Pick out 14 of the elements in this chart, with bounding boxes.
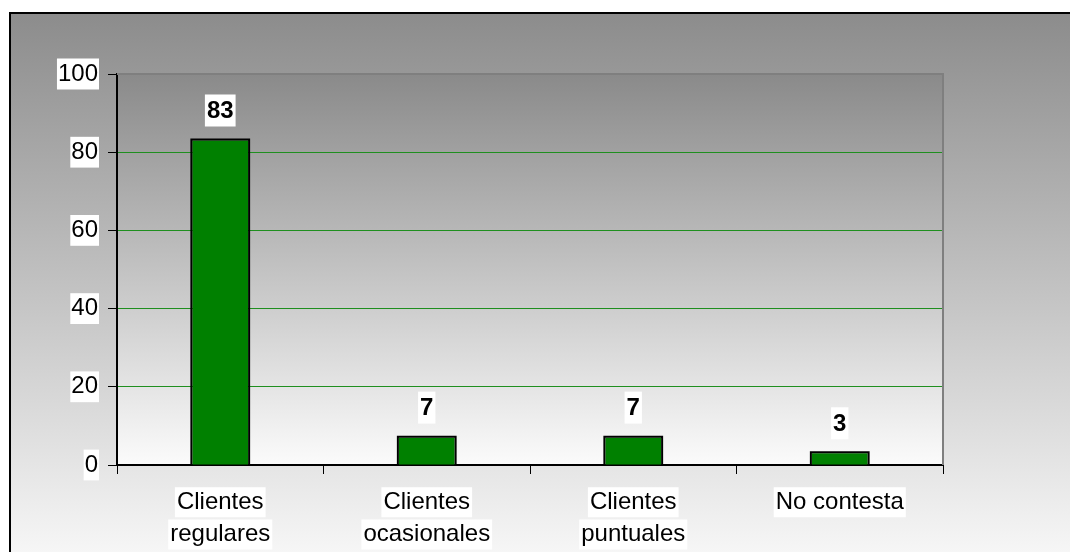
- data-label: 7: [420, 393, 434, 421]
- data-label: 7: [626, 393, 640, 421]
- x-tick-label: Clientes regulares: [170, 486, 271, 547]
- y-tick-label: 0: [84, 449, 98, 477]
- y-tick-label: 80: [71, 136, 98, 164]
- data-label: 3: [833, 408, 847, 436]
- x-tick-label: Clientes ocasionales: [363, 486, 491, 547]
- data-label: 83: [206, 96, 234, 124]
- y-tick-label: 60: [71, 215, 98, 243]
- y-tick-label: 40: [71, 293, 98, 321]
- y-tick-label: 100: [57, 58, 98, 86]
- y-tick-label: 20: [71, 371, 98, 399]
- x-tick-label: Clientes puntuales: [581, 486, 686, 547]
- x-tick-label: No contesta: [775, 486, 905, 514]
